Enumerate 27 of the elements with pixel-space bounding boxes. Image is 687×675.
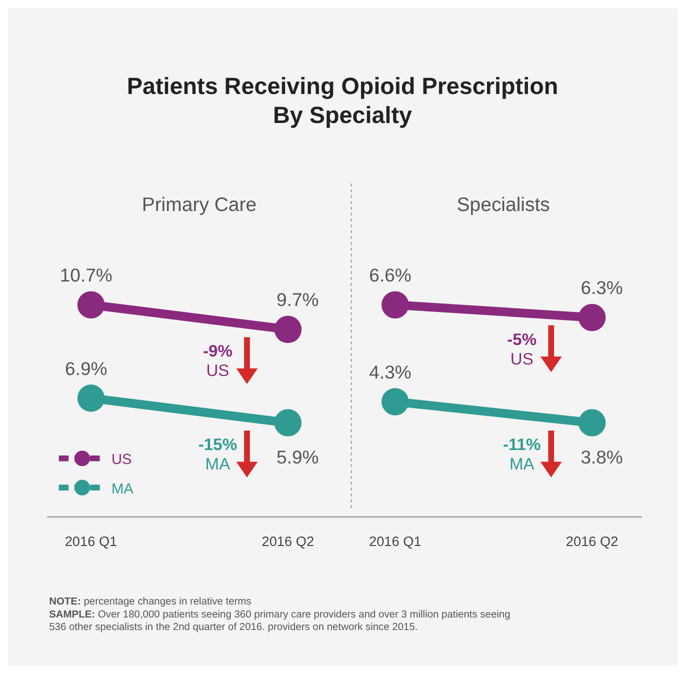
data-label: 9.7% [276,289,319,310]
data-label: 6.3% [580,277,623,298]
data-label: 3.8% [580,446,623,468]
text: -15% [198,435,238,454]
text: MA [205,454,230,474]
annotation: -5% [507,330,537,349]
data-label: 5.9% [276,446,319,468]
chart-subtitle: Primary Care [142,194,257,216]
legend-label: MA [111,481,134,498]
text: SAMPLE: Over 180,000 patients seeing 360 primary care providers and over 3 million patients seeing 536 other specialists in the 2nd quarter of 2016. providers on network since 2015. [49,609,511,633]
data-label: 4.3% [369,361,412,382]
data-label: 6.6% [369,264,412,286]
legend-label: US [111,452,132,468]
text: NOTE: percentage changes in relative terms [49,596,252,608]
text: US [510,349,534,368]
text: MA [509,454,536,474]
text: -11% [502,435,542,454]
x-tick-label: 2016 Q1 [369,534,422,550]
x-tick-label: 2016 Q2 [262,534,314,550]
data-label: 6.9% [65,358,108,379]
x-tick-label: 2016 Q2 [566,534,618,550]
x-tick-label: 2016 Q1 [64,534,118,550]
chart-subtitle: Specialists [456,194,550,216]
annotation: -9% [203,342,233,361]
data-label: 10.7% [60,264,112,286]
chart-title: Patients Receiving Opioid Prescription By Specialty [126,72,558,128]
text: US [206,361,230,380]
